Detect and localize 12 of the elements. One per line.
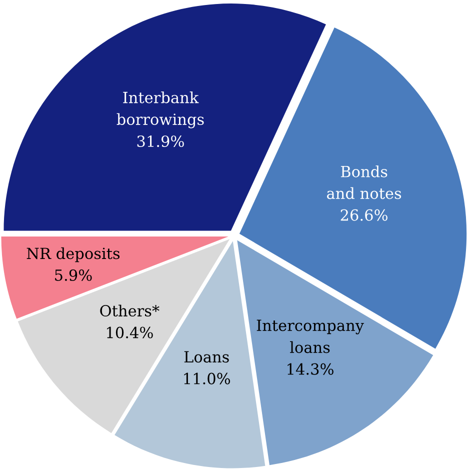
data-label: 5.9% [55, 269, 92, 281]
slice-label: Bonds and notes [326, 165, 402, 200]
slice-label: Loans [184, 351, 229, 363]
data-label: 31.9% [137, 135, 184, 148]
data-label: 11.0% [184, 372, 230, 384]
data-label: 10.4% [107, 326, 153, 338]
slice-label: Others* [100, 304, 160, 317]
slice-label: Interbank borrowings [116, 91, 204, 128]
data-label: 14.3% [288, 363, 334, 375]
data-label: 26.6% [340, 209, 388, 221]
slice-label: Intercompany loans [256, 320, 364, 354]
slice-label: NR deposits [26, 247, 120, 262]
